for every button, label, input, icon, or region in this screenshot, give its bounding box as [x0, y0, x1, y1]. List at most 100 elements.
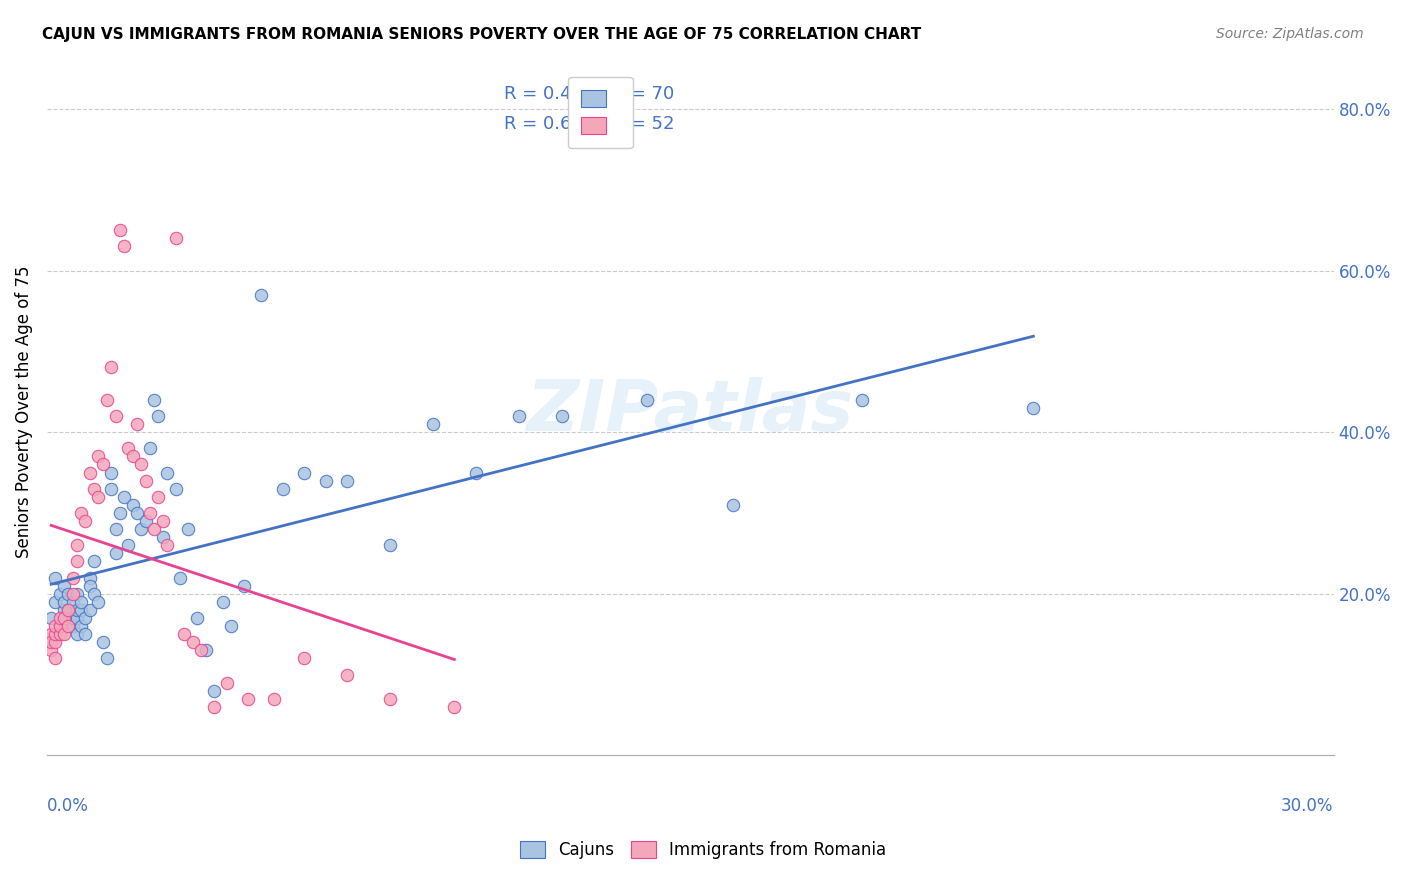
Text: 30.0%: 30.0%	[1281, 797, 1334, 814]
Point	[66, 627, 89, 641]
Point	[202, 683, 225, 698]
Point	[112, 490, 135, 504]
Text: R = 0.667   N = 52: R = 0.667 N = 52	[503, 115, 675, 133]
Point	[100, 466, 122, 480]
Point	[464, 466, 486, 480]
Point	[125, 417, 148, 431]
Point	[202, 699, 225, 714]
Point	[143, 392, 166, 407]
Point	[139, 442, 162, 456]
Point	[292, 651, 315, 665]
Legend: , : ,	[568, 77, 633, 148]
Point	[58, 587, 80, 601]
Point	[75, 611, 97, 625]
Point	[177, 522, 200, 536]
Point	[58, 603, 80, 617]
Point	[508, 409, 530, 423]
Point	[263, 691, 285, 706]
Point	[91, 458, 114, 472]
Point	[79, 466, 101, 480]
Point	[148, 490, 170, 504]
Point	[44, 635, 66, 649]
Point	[53, 627, 76, 641]
Point	[39, 643, 62, 657]
Point	[194, 643, 217, 657]
Point	[66, 554, 89, 568]
Point	[83, 482, 105, 496]
Point	[721, 498, 744, 512]
Point	[58, 603, 80, 617]
Text: 0.0%: 0.0%	[46, 797, 89, 814]
Point	[58, 611, 80, 625]
Point	[173, 627, 195, 641]
Point	[87, 595, 110, 609]
Point	[215, 675, 238, 690]
Point	[156, 466, 179, 480]
Point	[271, 482, 294, 496]
Point	[104, 522, 127, 536]
Point	[58, 619, 80, 633]
Point	[70, 595, 93, 609]
Point	[139, 506, 162, 520]
Point	[87, 450, 110, 464]
Point	[108, 223, 131, 237]
Point	[66, 538, 89, 552]
Point	[156, 538, 179, 552]
Point	[636, 392, 658, 407]
Point	[49, 587, 72, 601]
Point	[96, 651, 118, 665]
Point	[62, 595, 84, 609]
Point	[143, 522, 166, 536]
Point	[62, 611, 84, 625]
Point	[152, 530, 174, 544]
Point	[44, 619, 66, 633]
Point	[165, 231, 187, 245]
Point	[75, 514, 97, 528]
Point	[181, 635, 204, 649]
Point	[221, 619, 243, 633]
Point	[186, 611, 208, 625]
Point	[422, 417, 444, 431]
Point	[129, 458, 152, 472]
Point	[79, 579, 101, 593]
Point	[83, 554, 105, 568]
Text: Source: ZipAtlas.com: Source: ZipAtlas.com	[1216, 27, 1364, 41]
Point	[44, 627, 66, 641]
Point	[550, 409, 572, 423]
Point	[117, 538, 139, 552]
Point	[44, 651, 66, 665]
Point	[75, 627, 97, 641]
Point	[378, 538, 401, 552]
Point	[66, 611, 89, 625]
Point	[70, 619, 93, 633]
Point	[83, 587, 105, 601]
Point	[62, 587, 84, 601]
Point	[49, 619, 72, 633]
Point	[66, 587, 89, 601]
Point	[121, 498, 143, 512]
Point	[315, 474, 337, 488]
Point	[378, 691, 401, 706]
Point	[96, 392, 118, 407]
Point	[112, 239, 135, 253]
Point	[117, 442, 139, 456]
Point	[49, 619, 72, 633]
Point	[292, 466, 315, 480]
Text: ZIPatlas: ZIPatlas	[527, 377, 853, 446]
Point	[53, 595, 76, 609]
Point	[39, 611, 62, 625]
Point	[79, 571, 101, 585]
Point	[49, 627, 72, 641]
Point	[250, 287, 273, 301]
Point	[148, 409, 170, 423]
Point	[129, 522, 152, 536]
Point	[44, 595, 66, 609]
Text: R = 0.403   N = 70: R = 0.403 N = 70	[503, 86, 673, 103]
Point	[125, 506, 148, 520]
Point	[79, 603, 101, 617]
Point	[91, 635, 114, 649]
Y-axis label: Seniors Poverty Over the Age of 75: Seniors Poverty Over the Age of 75	[15, 266, 32, 558]
Point	[169, 571, 191, 585]
Point	[121, 450, 143, 464]
Point	[190, 643, 212, 657]
